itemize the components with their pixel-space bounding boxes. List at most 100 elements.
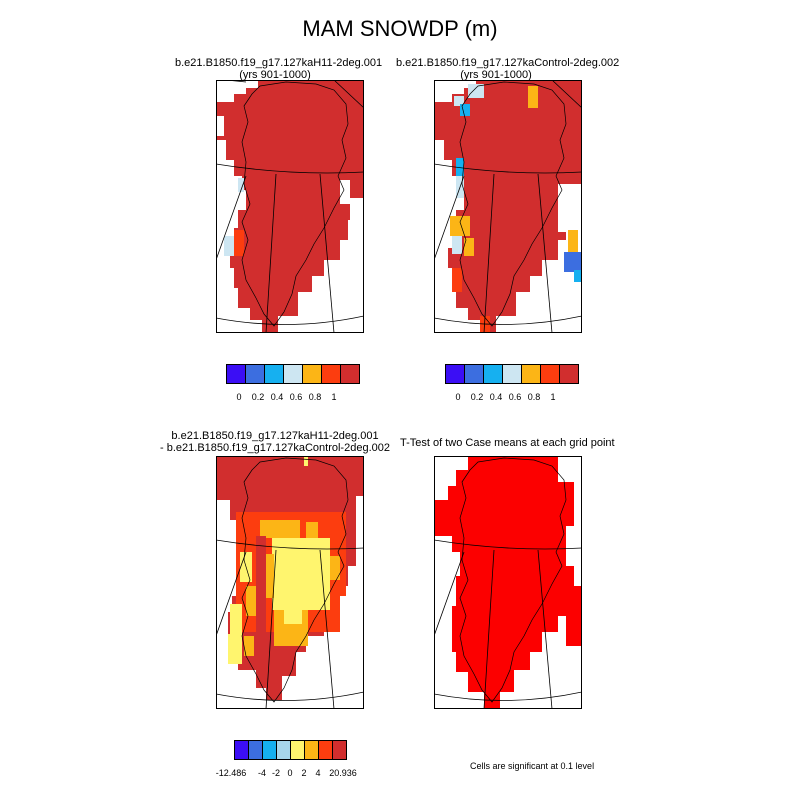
latitude-line xyxy=(216,691,364,701)
colorbar-box xyxy=(321,364,341,384)
meridian-line xyxy=(319,173,335,333)
orange-cell xyxy=(266,554,274,598)
colorbar-box xyxy=(502,364,522,384)
colorbar-boxes xyxy=(234,740,347,760)
colorbar-box xyxy=(483,364,503,384)
panel-4-title-line1: T-Test of two Case means at each grid po… xyxy=(400,437,615,449)
latitude-line xyxy=(434,315,582,325)
colorbar-box xyxy=(340,364,360,384)
panel-2-map xyxy=(434,80,582,333)
orange-cell xyxy=(528,86,538,108)
colorbar-box xyxy=(290,740,305,760)
panel-1-title-line1: b.e21.B1850.f19_g17.127kaH11-2deg.001 xyxy=(175,57,383,69)
colorbar-box xyxy=(248,740,263,760)
panel-3-title-line1: b.e21.B1850.f19_g17.127kaH11-2deg.001 xyxy=(171,430,379,442)
meridian-line xyxy=(265,173,277,333)
colorbar-label: 0.6 xyxy=(289,392,303,402)
coastline xyxy=(241,457,349,703)
panel-2-graticule xyxy=(434,80,582,333)
white-gap-cell xyxy=(434,80,456,94)
colorbar-label: 0.4 xyxy=(270,392,284,402)
colorbar-box xyxy=(302,364,322,384)
latitude-line xyxy=(434,539,582,550)
colorbar-boxes xyxy=(226,364,360,384)
orange-red-cell xyxy=(452,268,462,292)
panel-2-frame xyxy=(434,80,582,333)
panel-3-map xyxy=(216,456,364,709)
meridian-line xyxy=(551,80,582,109)
colorbar-label: 0 xyxy=(236,392,242,402)
colorbar-label: 0.2 xyxy=(251,392,265,402)
colorbar-diff-labels: -12.486 -4 -2 0 2 4 20.936 xyxy=(210,768,370,780)
colorbar-box xyxy=(540,364,560,384)
colorbar-box xyxy=(304,740,319,760)
colorbar-label: 0.2 xyxy=(470,392,484,402)
panel-4-graticule xyxy=(434,539,582,709)
colorbar-box xyxy=(332,740,347,760)
latitude-line xyxy=(216,539,364,550)
orange-cell xyxy=(260,520,300,538)
colorbar-label: 1 xyxy=(550,392,556,402)
white-gap-cell xyxy=(558,184,582,232)
light-blue-cell xyxy=(468,84,484,98)
colorbar-panel-2 xyxy=(445,364,579,384)
colorbar-box xyxy=(283,364,303,384)
colorbar-label: 0.8 xyxy=(308,392,322,402)
colorbar-box xyxy=(234,740,249,760)
colorbar-box xyxy=(264,364,284,384)
panel-1-snow-field xyxy=(216,80,364,333)
blue-cell xyxy=(460,104,470,116)
mid-blue-cell xyxy=(564,252,582,272)
greenland-snow-region xyxy=(216,80,364,333)
light-blue-cell xyxy=(238,178,244,192)
latitude-line xyxy=(434,163,582,174)
latitude-line xyxy=(434,691,582,701)
coastline xyxy=(459,81,567,327)
significance-note: Cells are significant at 0.1 level xyxy=(470,761,595,771)
orange-cell xyxy=(330,556,340,580)
colorbar-label: 4 xyxy=(315,768,321,778)
yellow-cell xyxy=(284,610,302,624)
colorbar-box xyxy=(262,740,277,760)
colorbar-label: 0.8 xyxy=(527,392,541,402)
colorbar-label: 0.6 xyxy=(508,392,522,402)
figure-title: MAM SNOWDP (m) xyxy=(302,16,498,41)
panel-3-title-line2: - b.e21.B1850.f19_g17.127kaControl-2deg.… xyxy=(160,442,390,454)
colorbar-label: -2 xyxy=(271,768,280,778)
panel-1-title: b.e21.B1850.f19_g17.127kaH11-2deg.001 (y… xyxy=(175,57,383,81)
panel-3-graticule xyxy=(216,539,364,709)
panel-1-coastline xyxy=(241,81,349,327)
yellow-cell xyxy=(230,604,242,634)
panel-4-coastline xyxy=(459,457,567,703)
panel-3-snow-field xyxy=(216,456,364,709)
colorbar-box xyxy=(559,364,579,384)
blue-cell xyxy=(456,158,464,176)
panel-1-graticule xyxy=(216,80,364,333)
meridian-line xyxy=(434,175,465,261)
colorbar-diff xyxy=(234,740,347,760)
latitude-line xyxy=(216,315,364,325)
panel-3-frame xyxy=(216,456,364,709)
panel-2-title: b.e21.B1850.f19_g17.127kaControl-2deg.00… xyxy=(396,57,620,81)
white-gap-cell xyxy=(216,670,256,709)
panel-2-title-line1: b.e21.B1850.f19_g17.127kaControl-2deg.00… xyxy=(396,57,620,69)
yellow-cell xyxy=(304,456,308,466)
panel-3-title: b.e21.B1850.f19_g17.127kaH11-2deg.001 - … xyxy=(160,430,390,454)
white-gap-cell xyxy=(216,116,224,136)
colorbar-panel-2-labels: 0 0.2 0.4 0.6 0.8 1 xyxy=(455,392,575,404)
colorbar-label: 2 xyxy=(301,768,307,778)
colorbar-box xyxy=(464,364,484,384)
orange-cell xyxy=(568,230,578,252)
meridian-line xyxy=(333,80,364,109)
orange-cell xyxy=(450,216,470,236)
coastline xyxy=(459,457,567,703)
colorbar-panel-1-labels: 0 0.2 0.4 0.6 0.8 1 xyxy=(236,392,356,404)
significant-cells-region xyxy=(434,456,582,709)
light-blue-cell xyxy=(452,236,462,254)
meridian-line xyxy=(216,175,247,261)
panel-1-title-line2: (yrs 901-1000) xyxy=(239,69,311,81)
meridian-line xyxy=(216,551,247,637)
orange-cell xyxy=(306,522,318,538)
colorbar-label: 0 xyxy=(455,392,461,402)
meridian-line xyxy=(265,549,277,709)
